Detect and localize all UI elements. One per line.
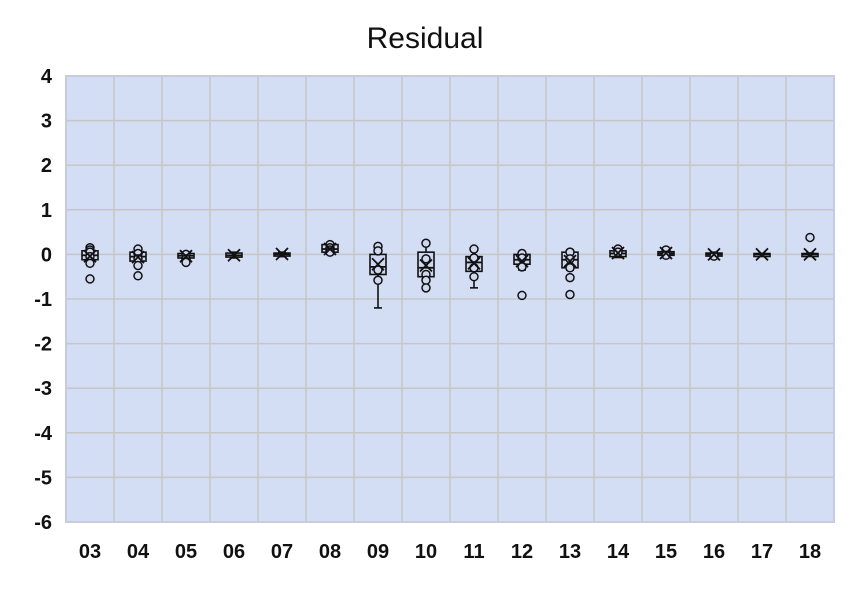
x-tick-label: 15 [655,541,677,563]
box-08 [321,239,339,257]
y-axis: 4 3 2 1 0 -1 -2 -3 -4 -5 -6 [34,66,53,534]
y-tick-label: 0 [41,244,52,266]
x-tick-label: 10 [415,541,437,563]
y-tick-label: -3 [34,378,52,400]
data-point [565,263,575,273]
box-14 [609,244,627,260]
mean-marker [227,248,241,262]
box-17 [753,247,771,262]
data-point [565,289,575,300]
data-point [421,283,431,293]
x-tick-label: 12 [511,541,533,563]
x-tick-label: 18 [799,541,821,563]
mean-marker [131,250,145,264]
box-12 [513,248,531,301]
mean-marker [611,246,625,260]
data-point [517,290,527,301]
x-tick-label: 14 [607,541,630,563]
data-point [805,232,815,243]
x-tick-label: 05 [175,541,197,563]
mean-marker [83,249,97,263]
x-tick-label: 03 [79,541,101,563]
y-tick-label: -4 [34,423,53,445]
data-point [469,253,479,263]
data-point [373,246,383,256]
box-13 [561,247,579,300]
box-09 [369,241,387,309]
data-point [421,254,431,264]
y-tick-label: -1 [34,289,52,311]
box-10 [417,238,435,293]
y-tick-label: -2 [34,334,52,356]
x-tick-label: 06 [223,541,245,563]
x-tick-label: 08 [319,541,341,563]
mean-marker [467,256,481,270]
data-point [661,250,671,261]
mean-marker [323,242,337,256]
box-16 [705,247,723,262]
mean-marker [803,247,817,262]
box-06 [225,248,243,262]
box-03 [81,242,99,284]
data-point [181,257,191,268]
y-tick-label: -6 [34,512,52,534]
x-tick-label: 11 [463,541,484,563]
data-point [85,258,95,269]
data-point [517,262,527,272]
x-tick-label: 13 [559,541,581,563]
box-18 [801,232,819,262]
data-point [85,274,95,284]
mean-marker [755,247,769,262]
box-05 [177,249,195,268]
data-point [469,244,479,254]
box-04 [129,244,147,281]
mean-marker [179,249,193,263]
mean-marker [419,258,433,273]
x-tick-label: 07 [271,541,293,563]
box-11 [465,244,483,289]
y-tick-label: 2 [41,155,52,177]
box-series [81,232,819,309]
box-07 [273,247,291,261]
mean-marker [515,254,529,268]
x-tick-label: 16 [703,541,725,563]
data-point [133,260,143,271]
y-tick-label: -5 [34,467,52,489]
data-point [373,265,383,275]
data-point [421,238,431,248]
data-point [469,271,479,282]
plot-frame [65,75,835,523]
box-15 [657,245,675,261]
data-point [565,272,575,283]
mean-marker [659,246,673,260]
data-point [133,271,143,281]
x-tick-label: 09 [367,541,389,563]
x-tick-label: 17 [751,541,773,563]
x-tick-label: 04 [127,541,150,563]
data-point [709,251,719,261]
y-tick-label: 4 [41,66,53,88]
y-tick-label: 1 [41,200,52,222]
x-axis: 03 04 05 06 07 08 09 10 11 12 13 14 15 16 17 18 [79,541,821,563]
data-point [373,275,383,286]
data-point [565,254,575,264]
chart-title: Residual [367,22,484,55]
mean-marker [707,247,721,262]
mean-marker [371,257,385,271]
data-point [421,275,431,286]
y-tick-label: 3 [41,111,52,133]
mean-marker [563,254,577,268]
mean-marker [275,247,289,261]
